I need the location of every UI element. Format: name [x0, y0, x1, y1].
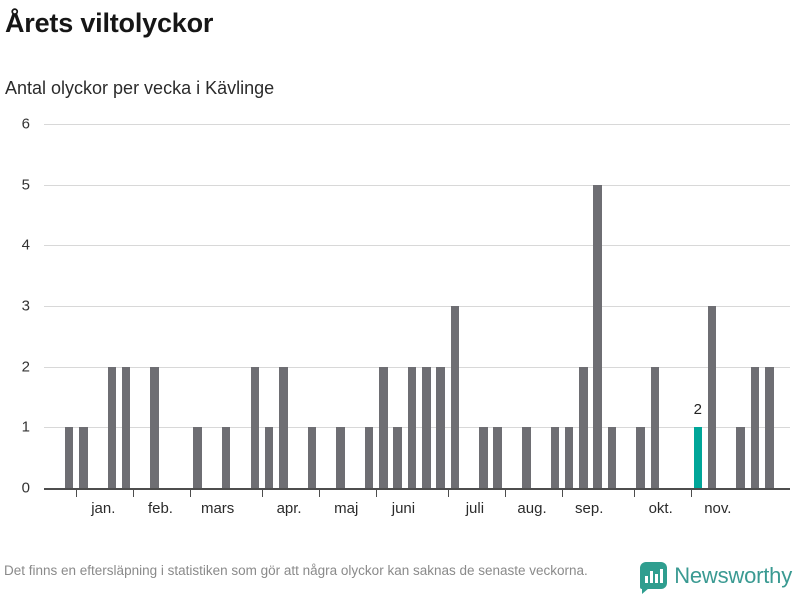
bar[interactable] — [79, 427, 88, 488]
x-axis: jan. feb. mars apr. maj juni juli aug. sep. okt. n… — [44, 488, 790, 528]
logo-wordmark: Newsworthy — [674, 562, 792, 588]
x-tick-label-jan.: jan. — [91, 500, 116, 517]
bar[interactable] — [522, 427, 531, 488]
chart-subtitle: Antal olyckor per vecka i Kävlinge — [5, 78, 275, 98]
x-tick-juli — [447, 488, 449, 497]
bar[interactable] — [64, 427, 74, 488]
bar[interactable] — [550, 427, 560, 488]
x-tick-juni — [376, 488, 378, 497]
bar[interactable] — [379, 366, 388, 488]
logo-bars — [645, 568, 664, 583]
x-tick-apr. — [261, 488, 263, 497]
bar-value-label: 2 — [693, 401, 702, 419]
bar[interactable] — [279, 366, 288, 488]
gridline-6 — [44, 124, 790, 125]
bar-series: 2 — [44, 124, 790, 488]
gridline-2 — [44, 366, 790, 368]
x-tick-nov. — [690, 488, 692, 497]
y-tick-label-2: 2 — [21, 358, 30, 376]
bar[interactable] — [407, 366, 417, 488]
bar[interactable] — [579, 366, 588, 488]
bar[interactable] — [693, 427, 703, 488]
x-tick-okt. — [633, 488, 635, 497]
y-tick-label-0: 0 — [21, 479, 30, 497]
bar[interactable] — [422, 366, 431, 488]
y-axis-labels: 0 1 2 3 4 5 6 — [0, 116, 40, 497]
x-tick-label-sep.: sep. — [575, 500, 604, 517]
gridline-3 — [44, 306, 790, 307]
bar[interactable] — [307, 427, 317, 488]
y-tick-label-5: 5 — [21, 176, 30, 194]
x-tick-label-mars: mars — [200, 500, 235, 517]
bar[interactable] — [336, 427, 345, 488]
page-title: Årets viltolyckor — [5, 8, 214, 38]
x-tick-label-okt.: okt. — [648, 500, 673, 517]
chart-footnote: Det finns en eftersläpning i statistiken… — [4, 563, 588, 578]
x-tick-aug. — [504, 488, 506, 497]
bar[interactable] — [193, 427, 202, 488]
bar[interactable] — [393, 427, 402, 488]
x-tick-maj — [319, 488, 321, 497]
bar[interactable] — [107, 366, 117, 488]
bar[interactable] — [450, 306, 460, 488]
bar[interactable] — [150, 366, 160, 488]
bar[interactable] — [593, 184, 603, 488]
x-tick-label-juli: juli — [465, 500, 485, 517]
bar[interactable] — [364, 427, 374, 488]
bar[interactable] — [121, 366, 131, 488]
y-tick-label-1: 1 — [21, 418, 30, 436]
newsworthy-bar-chart-bubble-icon — [640, 562, 668, 594]
x-tick-label-feb.: feb. — [147, 500, 173, 517]
gridline-4 — [44, 245, 790, 247]
gridline-5 — [44, 184, 790, 186]
bar[interactable] — [750, 366, 760, 488]
x-tick-sep. — [562, 488, 564, 497]
bar[interactable] — [707, 306, 717, 488]
bar[interactable] — [493, 427, 503, 488]
x-tick-feb. — [133, 488, 135, 497]
bar[interactable] — [636, 427, 645, 488]
x-tick-jan. — [76, 488, 78, 497]
bar[interactable] — [250, 366, 260, 488]
x-tick-label-nov.: nov. — [704, 500, 732, 517]
bar[interactable] — [736, 427, 745, 488]
y-tick-label-4: 4 — [21, 236, 30, 254]
newsworthy-logo: Newsworthy — [640, 562, 792, 594]
x-tick-label-maj: maj — [334, 500, 359, 517]
y-tick-label-3: 3 — [21, 297, 30, 315]
y-tick-label-6: 6 — [21, 115, 30, 133]
bar[interactable] — [436, 366, 445, 488]
bar[interactable] — [264, 427, 274, 488]
x-tick-label-aug.: aug. — [517, 500, 547, 517]
bar[interactable] — [607, 427, 617, 488]
bar[interactable] — [479, 427, 488, 488]
x-tick-mars — [190, 488, 192, 497]
bar[interactable] — [650, 366, 660, 488]
bar[interactable] — [221, 427, 231, 488]
x-tick-label-juni: juni — [391, 500, 416, 517]
bar[interactable] — [564, 427, 574, 488]
x-tick-label-apr.: apr. — [276, 500, 302, 517]
gridline-1 — [44, 427, 790, 429]
bar[interactable] — [764, 366, 774, 488]
x-axis-line — [44, 488, 790, 490]
plot-area: 2 — [44, 124, 790, 490]
